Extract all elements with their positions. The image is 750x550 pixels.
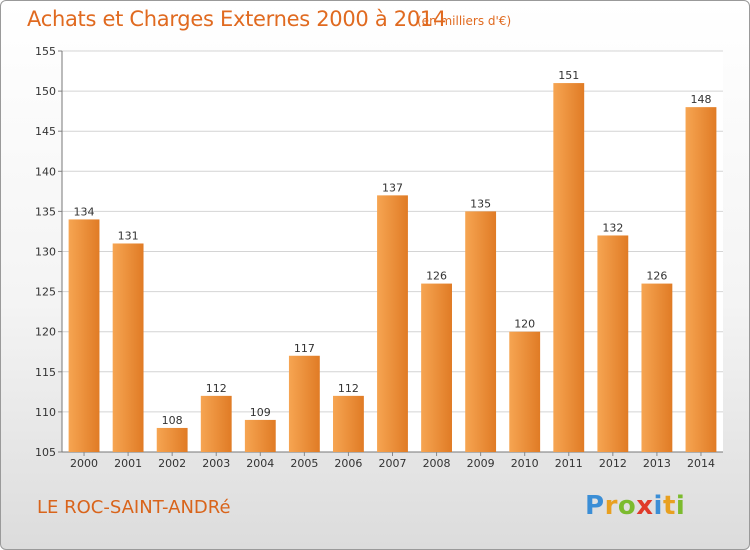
x-tick-label: 2007 [379, 457, 407, 470]
logo-letter: t [662, 491, 676, 521]
data-label: 112 [338, 382, 359, 395]
data-label: 120 [514, 318, 535, 331]
bar-2009 [465, 211, 497, 452]
chart-title: Achats et Charges Externes 2000 à 2014 [27, 7, 447, 31]
x-tick-label: 2010 [511, 457, 539, 470]
bar-2003 [200, 395, 232, 452]
bar-2005 [288, 355, 320, 452]
bar-2002 [156, 427, 188, 452]
data-label: 131 [118, 229, 139, 242]
bar-2007 [377, 195, 408, 453]
x-tick-label: 2013 [643, 457, 671, 470]
chart-subtitle: (en milliers d'€) [417, 14, 512, 28]
x-tick-label: 2006 [334, 457, 362, 470]
y-tick-label: 140 [35, 165, 56, 178]
x-tick-label: 2012 [599, 457, 627, 470]
bar-2006 [333, 395, 364, 452]
y-tick-label: 135 [35, 205, 56, 218]
data-label: 112 [206, 382, 227, 395]
bar-2011 [553, 83, 585, 452]
y-tick-label: 120 [35, 326, 56, 339]
x-tick-label: 2003 [202, 457, 230, 470]
x-tick-label: 2011 [555, 457, 583, 470]
data-label: 108 [162, 414, 183, 427]
bar-2001 [112, 243, 144, 452]
bar-2000 [68, 219, 100, 452]
bar-2008 [421, 283, 452, 452]
data-label: 117 [294, 342, 315, 355]
y-tick-label: 145 [35, 125, 56, 138]
place-name: LE ROC-SAINT-ANDRé [37, 497, 231, 518]
x-tick-label: 2005 [290, 457, 318, 470]
bar-2014 [685, 107, 717, 452]
x-tick-label: 2009 [467, 457, 495, 470]
logo-letter: i [675, 491, 686, 521]
logo-letter: o [617, 491, 637, 521]
bar-2012 [597, 235, 629, 452]
bar-2010 [509, 331, 541, 452]
data-label: 126 [426, 270, 447, 283]
data-label: 126 [646, 270, 667, 283]
bar-2013 [641, 283, 673, 452]
x-tick-label: 2004 [246, 457, 274, 470]
logo-letter: P [585, 491, 605, 521]
data-label: 151 [558, 69, 579, 82]
x-tick-label: 2014 [687, 457, 715, 470]
data-label: 132 [602, 221, 623, 234]
y-tick-label: 115 [35, 366, 56, 379]
data-label: 135 [470, 197, 491, 210]
x-tick-label: 2000 [70, 457, 98, 470]
data-label: 148 [690, 93, 711, 106]
data-label: 109 [250, 406, 271, 419]
logo-letter: i [653, 491, 663, 521]
x-tick-label: 2008 [423, 457, 451, 470]
bar-2004 [244, 419, 276, 452]
proxiti-logo[interactable]: Proxiti [585, 491, 685, 521]
y-tick-label: 155 [35, 45, 56, 58]
y-tick-label: 130 [35, 246, 56, 259]
y-tick-label: 125 [35, 286, 56, 299]
data-label: 137 [382, 181, 403, 194]
logo-letter: x [636, 491, 654, 521]
x-tick-label: 2002 [158, 457, 186, 470]
data-label: 134 [74, 205, 95, 218]
y-tick-label: 150 [35, 85, 56, 98]
logo-letter: r [604, 491, 618, 521]
x-tick-label: 2001 [114, 457, 142, 470]
y-tick-label: 110 [35, 406, 56, 419]
y-tick-label: 105 [35, 446, 56, 459]
